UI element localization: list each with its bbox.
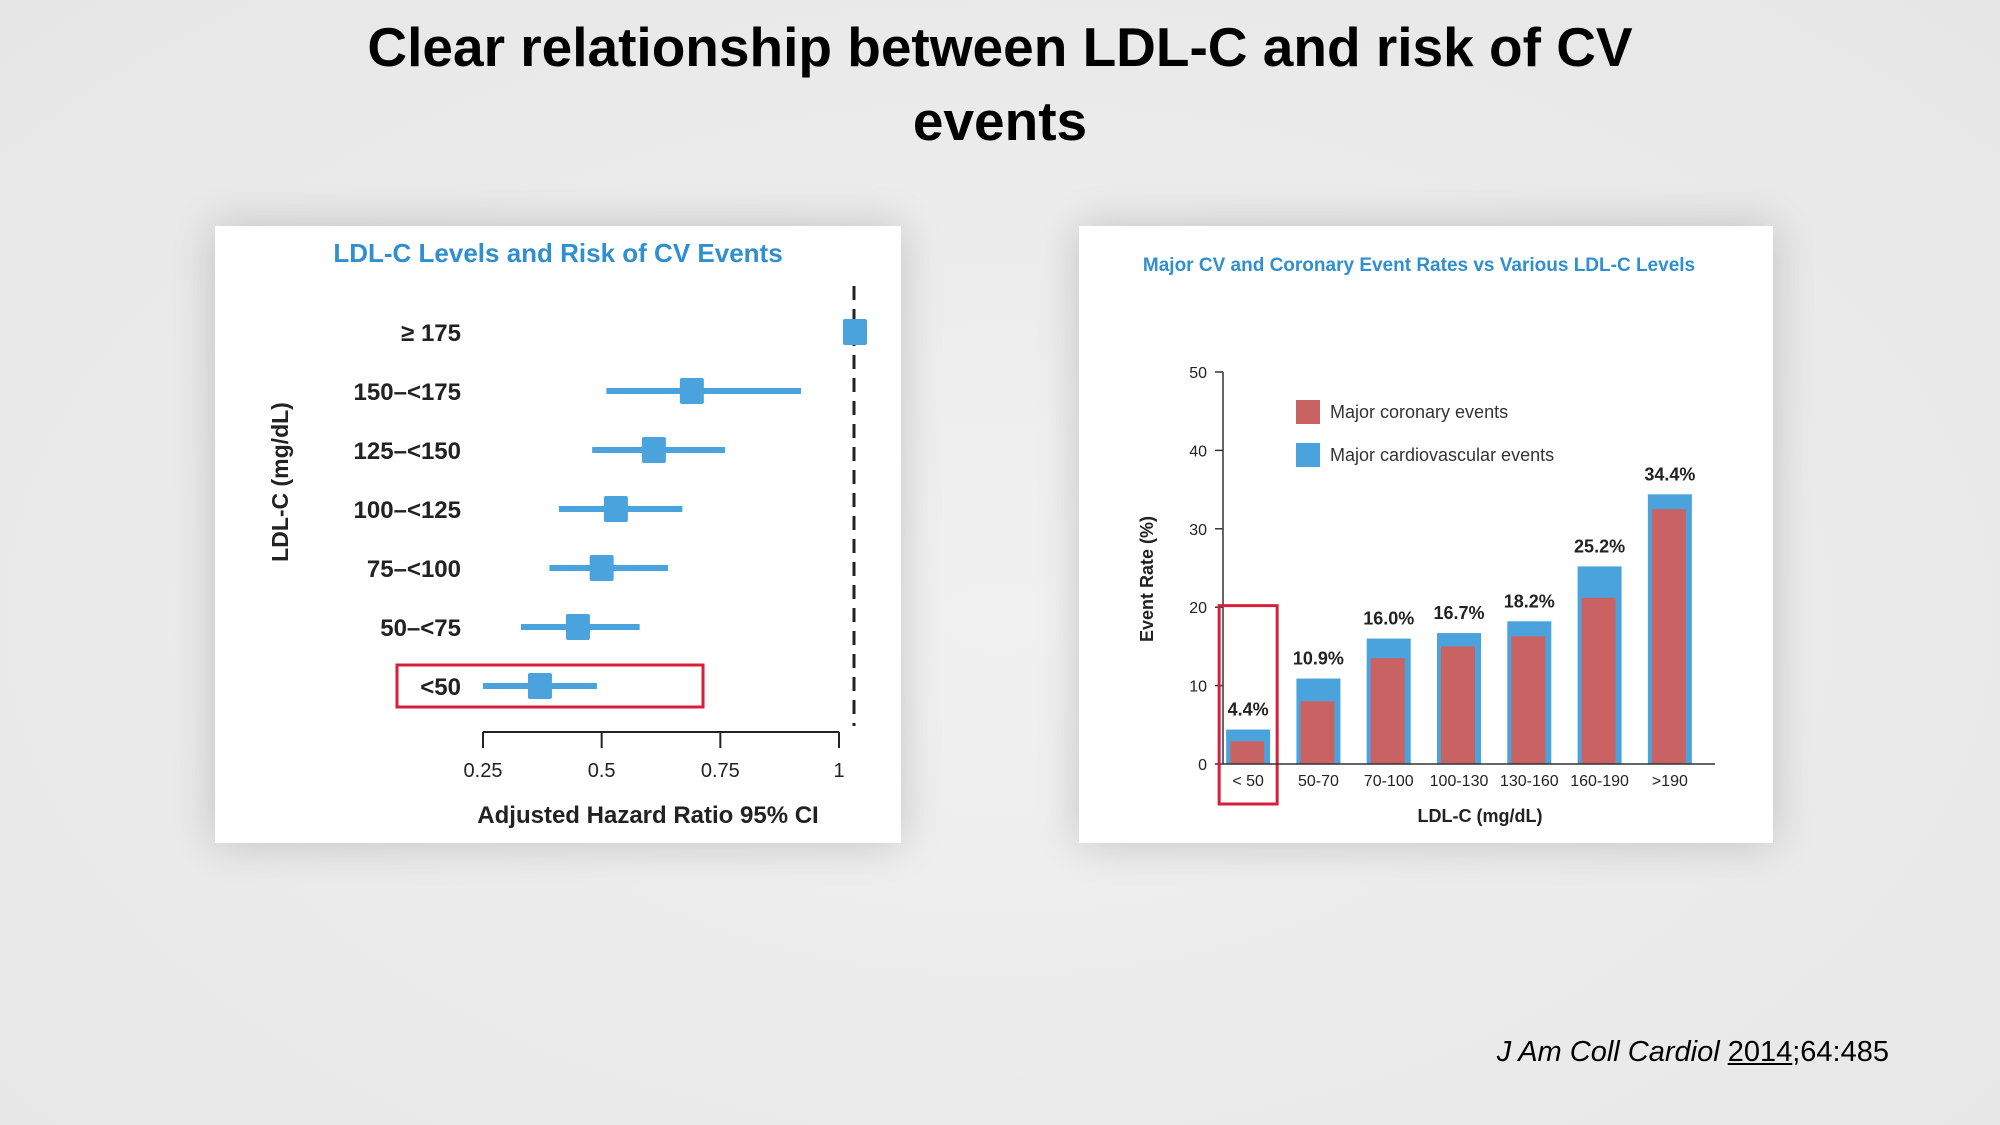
forest-x-tick-label: 1 [833,760,844,782]
forest-point-marker [679,378,704,404]
bar-coronary-event [1581,597,1616,764]
bar-y-tick-label: 30 [1189,522,1207,539]
citation-year[interactable]: 2014 [1727,1036,1793,1068]
forest-plot-panel: LDL-C Levels and Risk of CV Events LDL-C … [215,226,901,843]
bar-coronary-event [1651,509,1686,764]
bar-legend-swatch [1296,443,1320,467]
forest-x-tick-label: 0.25 [464,760,503,782]
bar-value-label: 34.4% [1644,464,1695,484]
bar-x-tick-label: 50-70 [1298,773,1339,790]
bar-x-axis-label: LDL-C (mg/dL) [1418,806,1543,826]
bar-value-label: 10.9% [1293,649,1344,669]
bar-legend-label: Major cardiovascular events [1330,445,1554,465]
forest-point-marker [603,496,628,522]
forest-row-label: <50 [420,674,461,701]
forest-row-label: 50–<75 [380,615,461,642]
forest-point-marker [843,319,867,345]
forest-plot: LDL-C Levels and Risk of CV Events LDL-C … [267,238,867,829]
slide-title-line-1: Clear relationship between LDL-C and ris… [367,16,1633,78]
forest-row-label: ≥ 175 [401,320,461,347]
forest-title: LDL-C Levels and Risk of CV Events [333,238,782,268]
forest-row-label: 125–<150 [354,438,461,465]
bar-value-label: 25.2% [1574,536,1625,556]
bar-x-tick-label: 70-100 [1364,773,1414,790]
forest-point-marker [527,673,552,699]
bar-y-axis-label: Event Rate (%) [1137,516,1157,642]
bar-highlight-box [1217,604,1279,806]
forest-x-axis-label: Adjusted Hazard Ratio 95% CI [477,802,818,829]
citation-journal: J Am Coll Cardiol [1496,1036,1720,1068]
bar-coronary-event [1441,646,1475,764]
bar-y-tick-label: 40 [1189,443,1207,460]
bar-y-tick-label: 0 [1198,757,1207,774]
forest-point-marker [641,437,666,463]
bar-coronary-event [1300,701,1335,764]
bar-value-label: 16.7% [1433,603,1484,623]
bar-legend-swatch [1296,400,1320,424]
slide-title-line-2: events [912,90,1088,152]
bar-x-tick-label: >190 [1652,773,1688,790]
bar-x-tick-label: 160-190 [1570,773,1629,790]
citation: J Am Coll Cardiol 2014;64:485 [1497,1036,1889,1069]
bar-value-label: 4.4% [1228,700,1269,720]
bar-legend-label: Major coronary events [1330,402,1508,422]
forest-y-axis-label: LDL-C (mg/dL) [267,402,293,562]
bar-chart-title: Major CV and Coronary Event Rates vs Var… [1143,255,1695,276]
bar-x-tick-label: 100-130 [1430,773,1489,790]
bar-chart: Major CV and Coronary Event Rates vs Var… [1137,255,1715,826]
bar-y-tick-label: 20 [1189,600,1207,617]
bar-x-tick-label: < 50 [1232,773,1264,790]
forest-x-tick-label: 0.75 [701,760,740,782]
bar-y-tick-label: 10 [1189,679,1207,696]
bar-y-tick-label: 50 [1189,365,1207,382]
forest-x-tick-label: 0.5 [588,760,616,782]
bar-coronary-event [1511,636,1546,764]
forest-row-label: 75–<100 [367,556,461,583]
bar-x-tick-label: 130-160 [1500,773,1559,790]
bar-coronary-event [1230,741,1265,764]
forest-row-label: 150–<175 [354,379,461,406]
bar-coronary-event [1370,658,1405,764]
forest-point-marker [589,555,614,581]
citation-rest: ;64:485 [1792,1036,1889,1068]
forest-point-marker [565,614,590,640]
bar-chart-panel: Major CV and Coronary Event Rates vs Var… [1079,226,1773,843]
bar-value-label: 18.2% [1504,591,1555,611]
forest-highlight-box [395,663,705,709]
slide-title: Clear relationship between LDL-C and ris… [0,10,2000,158]
bar-value-label: 16.0% [1363,609,1414,629]
forest-row-label: 100–<125 [354,497,461,524]
